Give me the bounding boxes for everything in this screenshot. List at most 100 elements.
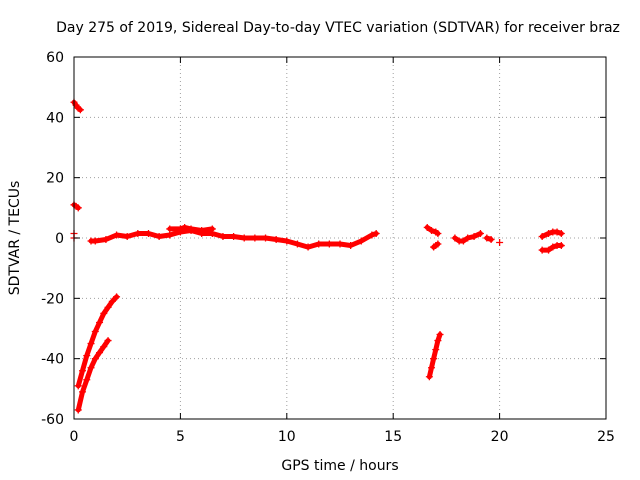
y-tick-label: -60 (41, 412, 64, 428)
data-point (96, 318, 104, 326)
data-point (176, 225, 184, 233)
data-segment (75, 294, 120, 389)
data-point (100, 343, 108, 351)
data-point (91, 355, 99, 363)
data-points (70, 98, 565, 414)
data-point (166, 225, 174, 233)
data-point (113, 231, 121, 239)
data-point (262, 234, 270, 242)
y-tick-label: -20 (41, 291, 64, 307)
data-point (428, 364, 436, 372)
data-point (425, 373, 433, 381)
data-point (423, 223, 431, 231)
data-point (545, 246, 553, 254)
x-tick-label: 0 (70, 429, 79, 445)
y-tick-label: 60 (46, 50, 64, 66)
data-point (240, 234, 248, 242)
data-point (470, 232, 478, 240)
data-point (476, 229, 484, 237)
data-point (79, 367, 87, 375)
data-point (434, 337, 442, 345)
data-point (487, 236, 495, 244)
x-tick-label: 20 (491, 429, 509, 445)
data-point (83, 376, 91, 384)
data-point (100, 309, 108, 317)
data-point (325, 240, 333, 248)
data-point (451, 234, 459, 242)
data-point (372, 229, 380, 237)
data-segment (75, 338, 111, 413)
data-point (198, 226, 206, 234)
data-point (208, 225, 216, 233)
y-axis-title: SDTVAR / TECUs (7, 181, 23, 296)
data-point (304, 243, 312, 251)
data-point (230, 232, 238, 240)
data-point (87, 364, 95, 372)
data-point (74, 406, 82, 414)
data-point (104, 303, 112, 311)
data-point (557, 229, 565, 237)
data-point (104, 337, 112, 345)
data-point (368, 231, 376, 239)
chart-title: Day 275 of 2019, Sidereal Day-to-day VTE… (56, 20, 620, 36)
data-point (91, 237, 99, 245)
data-point (113, 293, 121, 301)
data-point (144, 229, 152, 237)
data-point (430, 355, 438, 363)
data-point (553, 228, 561, 236)
data-point (187, 225, 195, 233)
data-point (432, 346, 440, 354)
data-point (549, 243, 557, 251)
data-point (428, 226, 436, 234)
data-point (434, 240, 442, 248)
data-point (74, 204, 82, 212)
data-point (434, 229, 442, 237)
data-point (538, 246, 546, 254)
data-point (166, 231, 174, 239)
data-point (123, 232, 131, 240)
data-point (315, 240, 323, 248)
data-point (96, 349, 104, 357)
data-point (336, 240, 344, 248)
y-tick-label: -40 (41, 352, 64, 368)
x-tick-label: 5 (176, 429, 185, 445)
y-axis-ticks: -60 -40 -20 0 20 40 60 (41, 50, 606, 428)
data-point (155, 232, 163, 240)
data-point (251, 234, 259, 242)
data-point (464, 234, 472, 242)
data-point (496, 239, 504, 247)
x-axis-title: GPS time / hours (281, 458, 398, 474)
data-point (293, 240, 301, 248)
data-segment (539, 229, 564, 239)
x-axis-ticks: 0 5 10 15 20 25 (70, 57, 615, 445)
data-point (459, 237, 467, 245)
data-point (134, 229, 142, 237)
data-point (436, 331, 444, 339)
data-point (538, 232, 546, 240)
data-segment (424, 224, 441, 236)
data-point (76, 106, 84, 114)
x-tick-label: 15 (384, 429, 402, 445)
data-point (545, 229, 553, 237)
y-tick-label: 0 (55, 231, 64, 247)
data-point (557, 242, 565, 250)
data-point (272, 236, 280, 244)
data-point (483, 234, 491, 242)
x-tick-label: 25 (597, 429, 615, 445)
data-point (283, 237, 291, 245)
x-tick-label: 10 (278, 429, 296, 445)
data-point (219, 232, 227, 240)
data-point (181, 223, 189, 231)
data-point (347, 242, 355, 250)
data-point (102, 236, 110, 244)
y-tick-label: 20 (46, 171, 64, 187)
y-tick-label: 40 (46, 110, 64, 126)
data-point (357, 237, 365, 245)
data-point (83, 352, 91, 360)
data-point (91, 328, 99, 336)
grid-lines (74, 57, 606, 419)
data-point (108, 297, 116, 305)
data-point (74, 382, 82, 390)
data-point (87, 340, 95, 348)
